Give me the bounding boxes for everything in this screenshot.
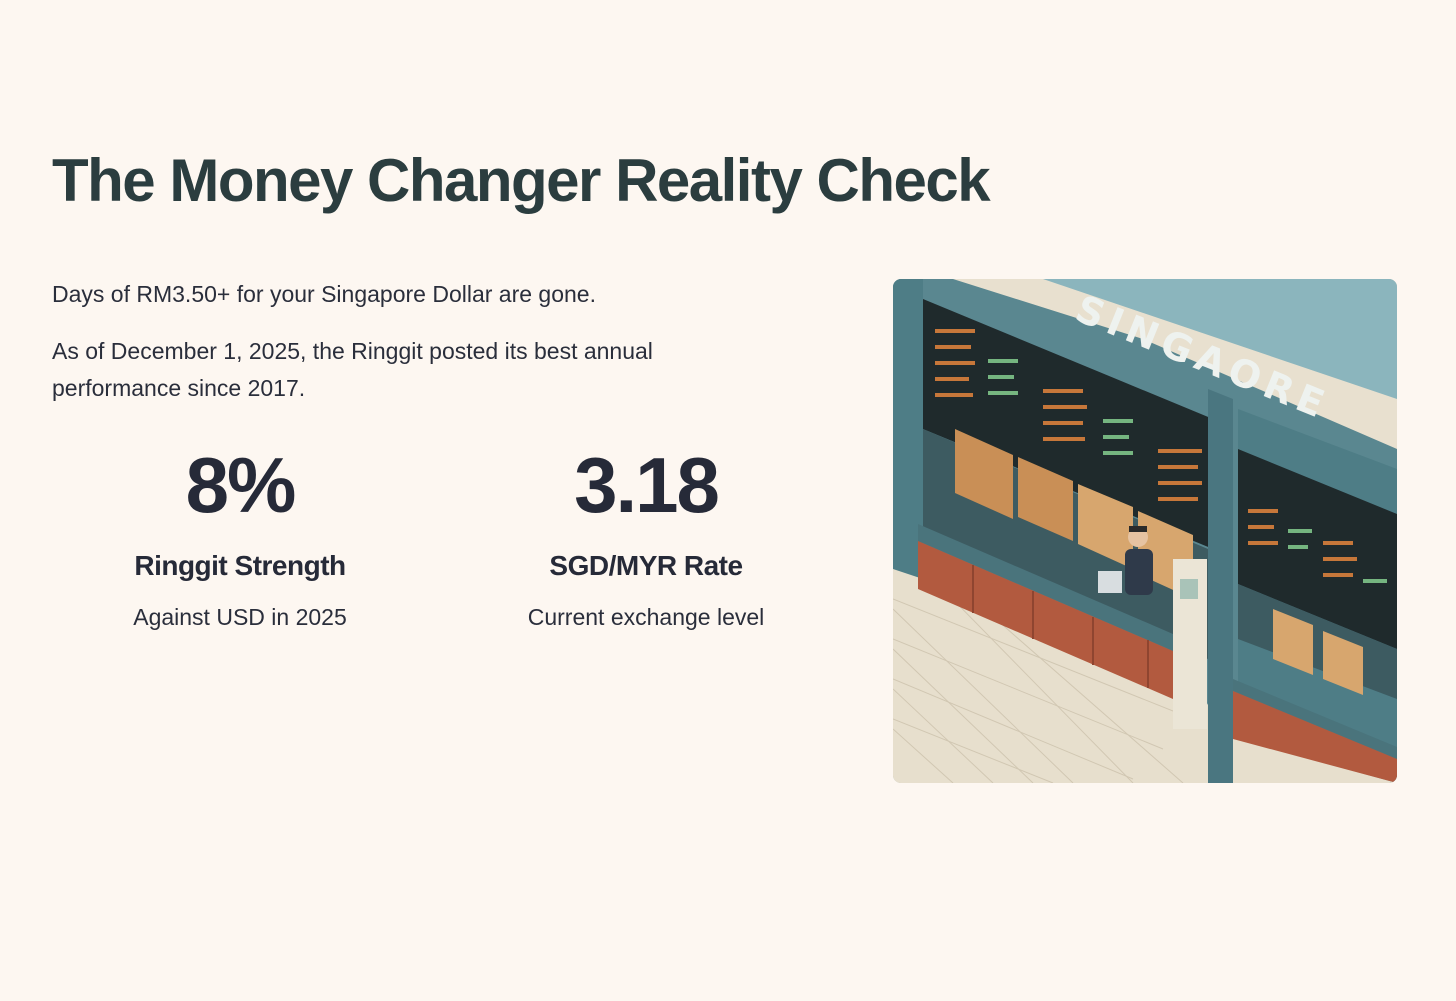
stat-value: 3.18: [574, 441, 720, 529]
money-changer-illustration: SINGAORE: [893, 279, 1397, 783]
counter-left: [918, 541, 1173, 699]
stat-label: Ringgit Strength: [134, 550, 346, 581]
stat-sgd-myr-rate: 3.18 SGD/MYR Rate Current exchange level: [476, 440, 816, 631]
stat-description: Against USD in 2025: [133, 604, 347, 630]
stat-ringgit-strength: 8% Ringgit Strength Against USD in 2025: [70, 440, 410, 631]
intro-text: Days of RM3.50+ for your Singapore Dolla…: [52, 276, 772, 427]
counter-right: [1233, 691, 1397, 783]
stat-value: 8%: [185, 441, 297, 529]
page-title: The Money Changer Reality Check: [52, 147, 991, 214]
intro-line-1: Days of RM3.50+ for your Singapore Dolla…: [52, 281, 596, 307]
rate-board-right: [1238, 449, 1397, 649]
stat-description: Current exchange level: [527, 604, 765, 630]
money-changer-scene: SINGAORE: [893, 279, 1397, 783]
stat-label: SGD/MYR Rate: [549, 550, 743, 581]
intro-line-2: As of December 1, 2025, the Ringgit post…: [52, 338, 653, 401]
